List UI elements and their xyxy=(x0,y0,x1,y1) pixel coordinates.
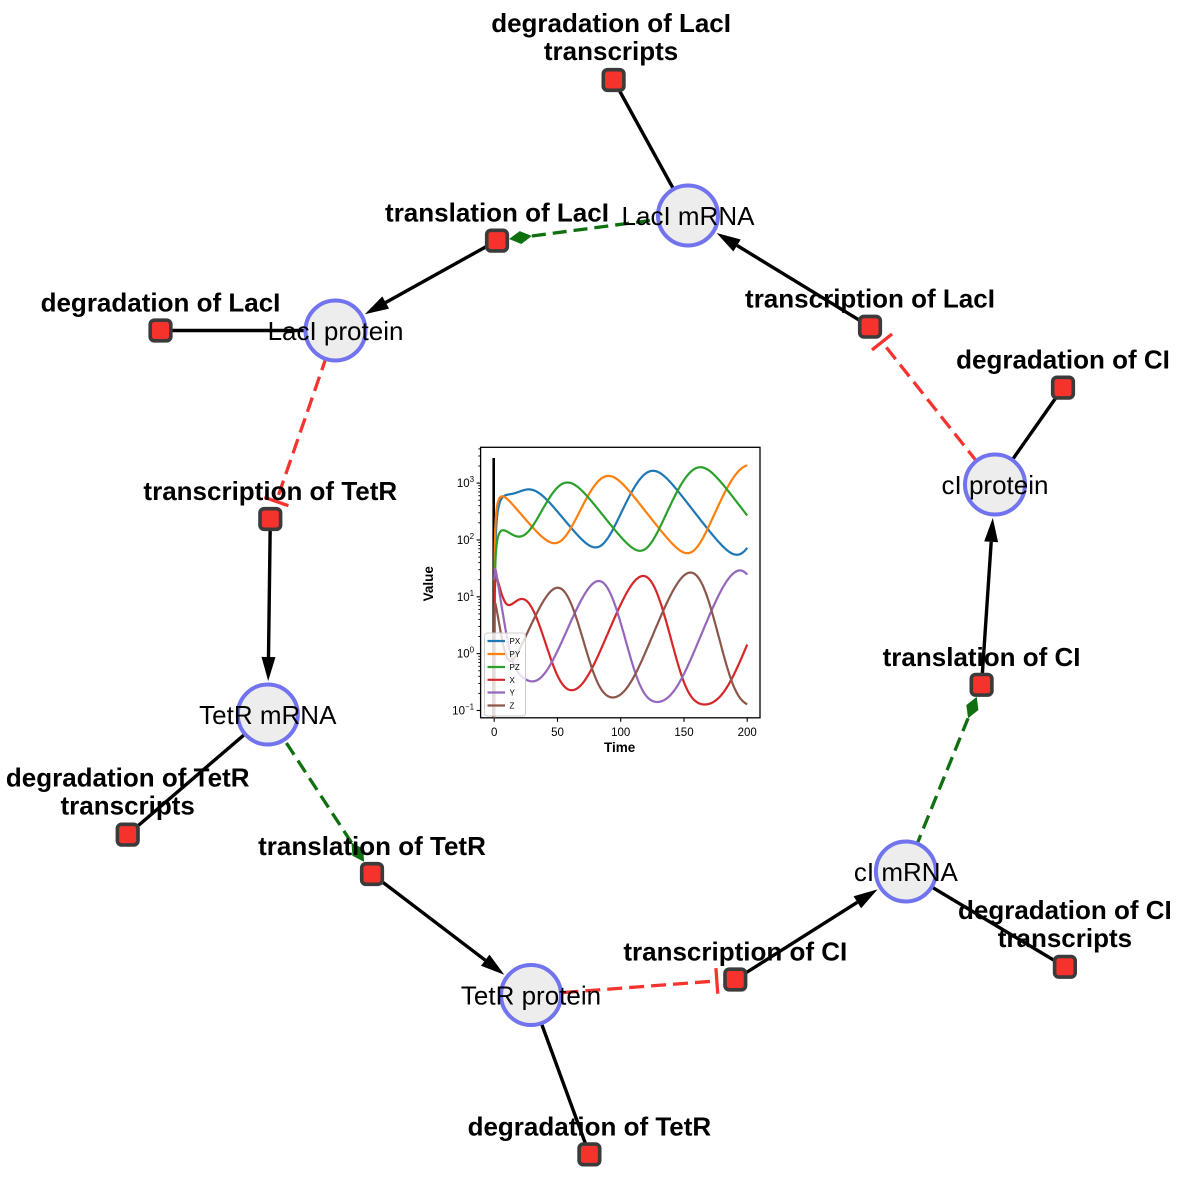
svg-text:degradation of LacI: degradation of LacI xyxy=(41,288,281,318)
svg-text:0: 0 xyxy=(491,727,497,739)
svg-text:Y: Y xyxy=(510,689,516,698)
svg-text:PY: PY xyxy=(510,650,521,659)
svg-text:100: 100 xyxy=(611,727,630,739)
svg-text:LacI mRNA: LacI mRNA xyxy=(622,201,756,231)
svg-text:X: X xyxy=(510,676,516,685)
svg-text:transcripts: transcripts xyxy=(61,791,195,821)
svg-text:transcription of CI: transcription of CI xyxy=(623,937,847,967)
svg-text:transcripts: transcripts xyxy=(998,923,1132,953)
svg-text:LacI protein: LacI protein xyxy=(268,316,404,346)
svg-text:degradation of TetR: degradation of TetR xyxy=(468,1111,712,1141)
svg-text:Value: Value xyxy=(421,566,436,602)
svg-text:50: 50 xyxy=(551,727,564,739)
svg-text:Time: Time xyxy=(604,740,636,755)
svg-text:150: 150 xyxy=(674,727,693,739)
svg-text:translation of TetR: translation of TetR xyxy=(258,831,486,861)
svg-text:200: 200 xyxy=(738,727,757,739)
svg-text:transcripts: transcripts xyxy=(544,36,678,66)
svg-text:degradation of TetR: degradation of TetR xyxy=(6,763,250,793)
svg-text:cI protein: cI protein xyxy=(942,470,1049,500)
svg-text:PZ: PZ xyxy=(510,663,520,672)
svg-text:Z: Z xyxy=(510,702,515,711)
svg-text:TetR mRNA: TetR mRNA xyxy=(199,700,337,730)
svg-text:translation of LacI: translation of LacI xyxy=(385,198,609,228)
svg-text:degradation of LacI: degradation of LacI xyxy=(491,8,731,38)
svg-text:transcription of LacI: transcription of LacI xyxy=(745,284,995,314)
svg-text:PX: PX xyxy=(510,637,521,646)
svg-text:degradation of CI: degradation of CI xyxy=(956,345,1170,375)
svg-text:TetR protein: TetR protein xyxy=(461,980,601,1010)
svg-text:transcription of TetR: transcription of TetR xyxy=(143,476,397,506)
svg-text:degradation of CI: degradation of CI xyxy=(958,895,1172,925)
svg-text:translation of CI: translation of CI xyxy=(883,642,1081,672)
svg-text:cI mRNA: cI mRNA xyxy=(854,857,959,887)
